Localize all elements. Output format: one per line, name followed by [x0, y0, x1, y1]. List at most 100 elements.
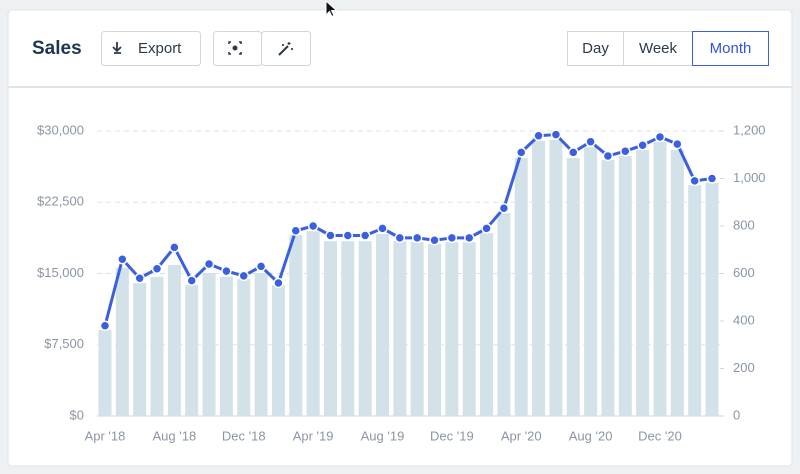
bar [219, 276, 233, 416]
point [706, 173, 718, 184]
x-tick-label: Dec '20 [638, 428, 682, 443]
range-label[interactable]: Week [639, 40, 678, 57]
range-label[interactable]: Month [710, 40, 752, 57]
bar [358, 241, 372, 416]
export-label[interactable]: Export [138, 40, 182, 57]
bar [185, 284, 199, 416]
point [550, 129, 562, 140]
point [186, 275, 197, 286]
bar [271, 284, 285, 416]
y2-tick-label: 800 [733, 217, 755, 232]
bar [566, 158, 580, 416]
y2-tick-label: 0 [733, 407, 740, 422]
y-tick-label: $22,500 [37, 194, 84, 209]
point [359, 230, 371, 241]
point [463, 232, 475, 244]
point [134, 273, 145, 284]
point [377, 223, 388, 234]
point [99, 320, 111, 331]
bar [584, 147, 598, 416]
bar [167, 264, 181, 416]
y2-tick-label: 600 [733, 265, 755, 280]
bar [150, 276, 164, 416]
y-tick-label: $30,000 [37, 122, 84, 137]
plot: $0 $7,500 $15,000 $22,500 $30,000 0 200 400 600 8… [37, 122, 766, 443]
point [117, 254, 128, 265]
point [481, 223, 492, 234]
card-title: Sales [32, 38, 82, 59]
range-button[interactable] [692, 31, 769, 66]
point [515, 147, 527, 158]
range-selector: Day Week Month [567, 31, 769, 66]
range-label[interactable]: Day [582, 40, 609, 57]
bar [601, 159, 615, 416]
y2-tick-label: 400 [733, 312, 755, 327]
point [568, 147, 579, 158]
point [411, 232, 423, 244]
point [533, 130, 544, 141]
x-tick-label: Apr '20 [501, 428, 542, 443]
focus-button[interactable] [213, 31, 262, 66]
bar [115, 267, 129, 416]
bar [133, 283, 147, 416]
bar [254, 273, 268, 416]
point [307, 220, 319, 232]
point [169, 242, 180, 253]
x-tick-label: Aug '20 [569, 428, 613, 443]
point [637, 140, 648, 151]
bar [393, 241, 407, 416]
y2-tick-label: 200 [733, 360, 755, 375]
bar [306, 231, 320, 416]
mouse-cursor [325, 0, 338, 18]
point [238, 270, 249, 282]
bar [705, 182, 719, 416]
point [602, 150, 614, 162]
bar [428, 244, 442, 416]
bar [341, 241, 355, 416]
bar [445, 242, 459, 416]
point [203, 258, 215, 270]
x-tick-label: Aug '19 [361, 428, 405, 443]
y-tick-label: $0 [70, 407, 84, 422]
export-button[interactable]: Export [101, 31, 201, 66]
point [498, 202, 510, 214]
y-tick-label: $7,500 [44, 336, 84, 351]
point [342, 230, 354, 241]
bar [514, 158, 528, 416]
bar [323, 241, 337, 416]
point [446, 232, 458, 244]
bar [237, 279, 251, 416]
magic-button[interactable] [261, 31, 311, 66]
bar [410, 242, 424, 416]
bar [549, 140, 563, 416]
bar [375, 234, 389, 416]
point [429, 235, 440, 246]
bar [289, 235, 303, 416]
y2-tick-label: 1,200 [733, 122, 766, 137]
x-tick-label: Dec '18 [222, 428, 266, 443]
point [620, 145, 631, 157]
bar [532, 140, 546, 416]
bar [688, 185, 702, 416]
x-tick-label: Dec '19 [430, 428, 474, 443]
point [394, 232, 406, 244]
point [672, 138, 683, 150]
point [654, 131, 666, 143]
bar [670, 150, 684, 416]
bar [636, 150, 650, 416]
y2-tick-label: 1,000 [733, 170, 766, 185]
x-tick-label: Apr '18 [85, 428, 126, 443]
x-tick-label: Apr '19 [293, 428, 334, 443]
bar [618, 156, 632, 417]
point [290, 225, 302, 236]
range-button[interactable] [623, 31, 693, 66]
point [221, 265, 232, 277]
bar [480, 233, 494, 416]
bar [98, 330, 112, 416]
point [585, 136, 596, 147]
x-tick-label: Aug '18 [153, 428, 197, 443]
bar [202, 273, 216, 416]
bar [462, 242, 476, 416]
